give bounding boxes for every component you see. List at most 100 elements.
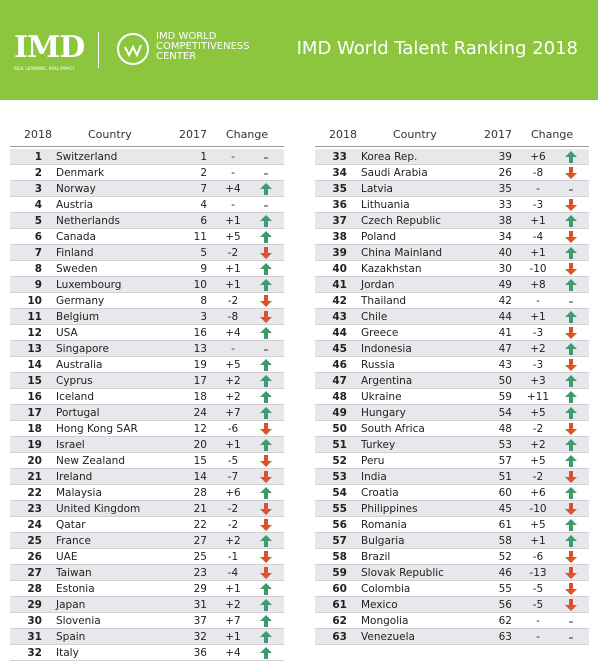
change: +5	[225, 231, 241, 243]
trend-icon	[260, 551, 272, 563]
change: +1	[225, 263, 241, 275]
rank: 8	[34, 263, 42, 275]
rank: 32	[27, 647, 42, 659]
rank-2017: 22	[193, 519, 207, 531]
rank-2017: 54	[498, 407, 512, 419]
trend-shape	[565, 487, 577, 499]
trend-shape	[565, 247, 577, 259]
rank-2017: 40	[498, 247, 512, 259]
rank: 29	[27, 599, 42, 611]
country: China Mainland	[361, 247, 443, 259]
trend-shape	[565, 503, 577, 515]
trend-shape	[565, 583, 577, 595]
trend-shape	[260, 215, 272, 227]
row-bg	[315, 293, 589, 309]
trend-icon	[565, 407, 577, 419]
change: +5	[530, 455, 546, 467]
trend-shape	[565, 151, 577, 163]
country: Cyprus	[56, 375, 93, 387]
change: +6	[530, 487, 546, 499]
trend-shape	[260, 359, 272, 371]
country: Saudi Arabia	[361, 167, 428, 179]
row-bg	[10, 549, 284, 565]
change: -	[536, 615, 540, 627]
trend-shape	[565, 391, 577, 403]
row-bg	[315, 517, 589, 533]
trend-icon	[565, 567, 577, 579]
row-bg	[10, 181, 284, 197]
country: Mexico	[361, 599, 398, 611]
row-bg	[315, 437, 589, 453]
trend-shape	[565, 551, 577, 563]
country: United Kingdom	[56, 503, 141, 515]
center-name: IMD WORLD COMPETITIVENESS CENTER	[156, 32, 250, 62]
change: -	[231, 167, 235, 179]
country: Taiwan	[56, 567, 92, 579]
rank: 61	[332, 599, 347, 611]
trend-icon	[565, 311, 577, 323]
rank-2017: 57	[498, 455, 512, 467]
rank: 60	[332, 583, 347, 595]
row-bg	[315, 597, 589, 613]
country: Norway	[56, 183, 96, 195]
change: -	[536, 631, 540, 643]
rank: 37	[332, 215, 347, 227]
country: Slovak Republic	[361, 567, 444, 579]
trend-icon	[260, 535, 272, 547]
change: -	[536, 183, 540, 195]
rank: 31	[27, 631, 42, 643]
change: +3	[530, 375, 546, 387]
row-bg	[10, 437, 284, 453]
country: Austria	[56, 199, 94, 211]
rank: 46	[332, 359, 347, 371]
change: -8	[532, 167, 544, 179]
trend-shape	[260, 631, 272, 643]
trend-icon	[565, 455, 577, 467]
rank: 28	[27, 583, 42, 595]
column-header: 2018	[329, 128, 357, 141]
row-bg	[315, 197, 589, 213]
rank-2017: 4	[200, 199, 207, 211]
rank: 53	[332, 471, 347, 483]
rank-2017: 27	[193, 535, 207, 547]
rank: 62	[332, 615, 347, 627]
tagline: REAL LEARNING. REAL IMPACT	[14, 66, 75, 71]
trend-shape	[260, 503, 272, 515]
rank: 57	[332, 535, 347, 547]
trend-shape	[565, 439, 577, 451]
trend-shape	[565, 167, 577, 179]
change: -2	[227, 503, 239, 515]
change: -	[231, 343, 235, 355]
trend-shape	[565, 407, 577, 419]
trend-icon	[260, 583, 272, 595]
rank: 17	[27, 407, 42, 419]
row-bg	[315, 389, 589, 405]
trend-shape	[260, 567, 272, 579]
row-bg	[315, 213, 589, 229]
trend-icon	[565, 263, 577, 275]
rank-2017: 59	[498, 391, 512, 403]
trend-shape	[565, 535, 577, 547]
trend-shape	[565, 519, 577, 531]
rank-2017: 7	[200, 183, 207, 195]
row-bg	[10, 517, 284, 533]
rank: 27	[27, 567, 42, 579]
rank: 9	[34, 279, 42, 291]
rank-2017: 34	[498, 231, 512, 243]
country: Argentina	[361, 375, 413, 387]
change: +2	[530, 343, 546, 355]
row-bg	[10, 357, 284, 373]
rank: 20	[27, 455, 42, 467]
rank: 44	[332, 327, 347, 339]
row-bg	[315, 469, 589, 485]
row-bg	[10, 629, 284, 645]
change: -3	[532, 199, 544, 211]
rank-2017: 61	[498, 519, 512, 531]
rank-2017: 21	[193, 503, 207, 515]
row-bg	[315, 261, 589, 277]
country: Croatia	[361, 487, 399, 499]
change: +4	[225, 183, 241, 195]
trend-icon	[565, 583, 577, 595]
rank-2017: 48	[498, 423, 512, 435]
change: -4	[532, 231, 544, 243]
